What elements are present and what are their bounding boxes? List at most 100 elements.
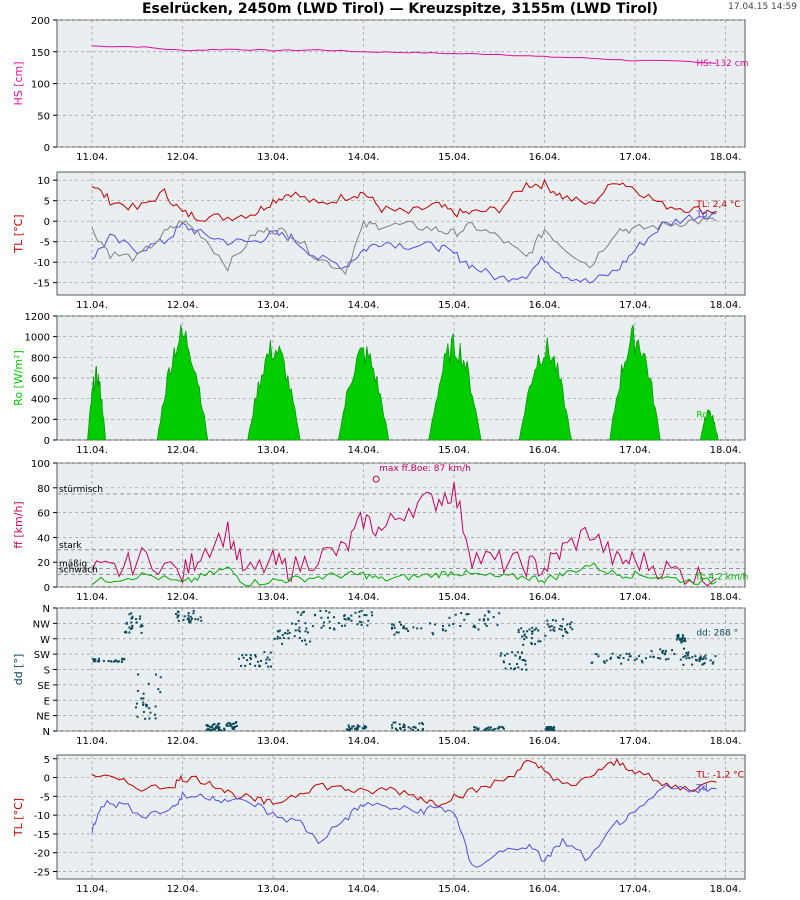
direction-point	[371, 614, 374, 617]
direction-point	[420, 627, 423, 630]
direction-point	[296, 611, 299, 614]
direction-point	[325, 610, 328, 612]
y-tick-label: 5	[44, 755, 50, 766]
direction-point	[124, 630, 127, 633]
direction-point	[699, 655, 702, 658]
direction-point	[194, 618, 197, 621]
y-tick-label: -25	[34, 867, 50, 878]
direction-point	[341, 624, 343, 627]
direction-point	[186, 618, 189, 621]
y-tick-label: NW	[33, 619, 50, 630]
direction-point	[459, 625, 462, 627]
direction-point	[319, 609, 322, 612]
direction-point	[677, 637, 680, 640]
direction-point	[525, 636, 528, 639]
direction-point	[531, 630, 534, 633]
direction-point	[240, 664, 243, 667]
direction-point	[276, 630, 279, 633]
x-tick-label: 18.04.	[710, 884, 742, 895]
direction-point	[268, 658, 271, 661]
direction-point	[366, 624, 369, 627]
direction-point	[229, 722, 232, 725]
y-tick-label: -5	[40, 238, 50, 249]
direction-point	[311, 625, 314, 628]
direction-point	[294, 623, 297, 625]
direction-point	[675, 638, 678, 641]
direction-point	[714, 655, 717, 658]
direction-point	[694, 658, 697, 661]
y-tick-label: 400	[31, 395, 50, 406]
direction-point	[140, 697, 143, 700]
x-tick-label: 12.04.	[167, 300, 199, 311]
end-label-td: Td	[695, 784, 707, 794]
series-line-1	[91, 45, 717, 64]
direction-point	[701, 658, 704, 661]
direction-point	[217, 728, 220, 731]
direction-point	[558, 628, 561, 630]
direction-point	[117, 660, 120, 663]
y-tick-label: 60	[37, 509, 50, 520]
direction-point	[393, 626, 396, 629]
direction-point	[129, 628, 132, 630]
direction-point	[360, 623, 363, 626]
direction-point	[432, 633, 435, 636]
direction-point	[421, 722, 423, 725]
direction-point	[597, 655, 600, 658]
x-tick-label: 11.04.	[76, 736, 108, 747]
direction-point	[553, 629, 556, 632]
direction-point	[407, 630, 410, 632]
direction-point	[154, 717, 157, 720]
x-tick-label: 12.04.	[167, 736, 199, 747]
x-tick-label: 13.04.	[257, 152, 289, 163]
direction-point	[131, 617, 134, 619]
direction-point	[329, 627, 331, 629]
direction-point	[322, 624, 325, 627]
direction-point	[291, 622, 294, 625]
direction-point	[254, 664, 257, 667]
direction-point	[417, 728, 420, 731]
direction-point	[400, 623, 402, 626]
direction-point	[392, 721, 395, 724]
x-tick-label: 11.04.	[76, 152, 108, 163]
plot-area	[56, 754, 746, 880]
x-tick-label: 13.04.	[257, 445, 289, 456]
direction-point	[502, 726, 505, 729]
direction-point	[356, 623, 359, 626]
direction-point	[486, 727, 488, 730]
direction-point	[682, 663, 685, 666]
direction-point	[213, 723, 216, 725]
y-tick-label: 0	[44, 217, 50, 228]
x-tick-label: 14.04.	[348, 445, 380, 456]
direction-point	[241, 654, 244, 657]
y-tick-label: 0	[44, 583, 50, 594]
direction-point	[242, 656, 245, 659]
direction-point	[403, 726, 406, 728]
direction-point	[187, 617, 190, 620]
direction-point	[549, 629, 552, 632]
direction-point	[711, 662, 714, 665]
x-tick-label: 17.04.	[619, 592, 651, 603]
direction-point	[510, 667, 512, 670]
direction-point	[140, 631, 143, 634]
direction-point	[390, 724, 393, 727]
direction-point	[442, 625, 444, 627]
radiation-area	[428, 333, 482, 441]
direction-point	[497, 727, 500, 730]
direction-point	[488, 728, 491, 731]
direction-point	[696, 659, 698, 662]
direction-point	[703, 662, 706, 665]
direction-point	[403, 728, 406, 731]
direction-point	[223, 728, 226, 731]
direction-point	[345, 618, 348, 621]
direction-point	[652, 656, 655, 659]
direction-point	[530, 637, 533, 640]
direction-point	[367, 619, 370, 622]
direction-point	[478, 618, 481, 621]
direction-point	[215, 726, 218, 729]
direction-point	[130, 621, 133, 624]
direction-point	[142, 697, 145, 700]
radiation-area	[609, 324, 661, 441]
direction-point	[356, 724, 359, 727]
direction-point	[709, 659, 712, 662]
direction-point	[188, 621, 191, 624]
